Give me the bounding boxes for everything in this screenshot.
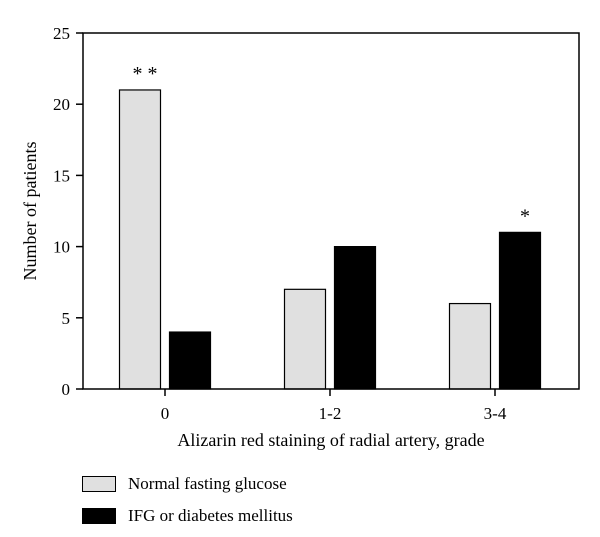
legend-label-normal: Normal fasting glucose (128, 474, 287, 493)
significance-marker: * (520, 205, 530, 227)
plot-area-frame (82, 32, 580, 390)
x-axis-ticks: 0 1-2 3-4 (161, 389, 507, 423)
legend-label-ifg: IFG or diabetes mellitus (128, 506, 293, 525)
y-tick-label: 15 (53, 166, 70, 185)
x-tick-label: 1-2 (319, 404, 342, 423)
x-tick-label: 3-4 (484, 404, 507, 423)
y-tick-label: 25 (53, 24, 70, 43)
y-tick-label: 10 (53, 238, 70, 257)
y-tick-label: 5 (62, 309, 71, 328)
bar-normal-0 (118, 89, 162, 390)
bar-chart: 0 5 10 15 20 25 0 1-2 3-4 * * * Number of patien… (20, 24, 580, 450)
y-tick-label: 0 (62, 380, 71, 399)
legend: Normal fasting glucose IFG or diabetes m… (82, 468, 293, 532)
legend-item-ifg: IFG or diabetes mellitus (82, 500, 293, 532)
bar-normal-3-4 (448, 302, 492, 390)
bar-ifg-0 (168, 331, 212, 390)
bar-ifg-1-2 (333, 246, 377, 390)
significance-marker: * * (133, 63, 158, 85)
x-tick-label: 0 (161, 404, 170, 423)
bar-normal-1-2 (283, 288, 327, 390)
bar-ifg-3-4 (498, 231, 542, 390)
y-axis-ticks: 0 5 10 15 20 25 (53, 24, 83, 399)
legend-swatch-normal (82, 476, 116, 492)
y-tick-label: 20 (53, 95, 70, 114)
legend-swatch-ifg (82, 508, 116, 524)
annotations: * * * (133, 63, 531, 227)
legend-item-normal: Normal fasting glucose (82, 468, 293, 500)
y-axis-title: Number of patients (20, 142, 40, 281)
x-axis-title: Alizarin red staining of radial artery, … (177, 430, 484, 450)
bars (118, 89, 542, 390)
